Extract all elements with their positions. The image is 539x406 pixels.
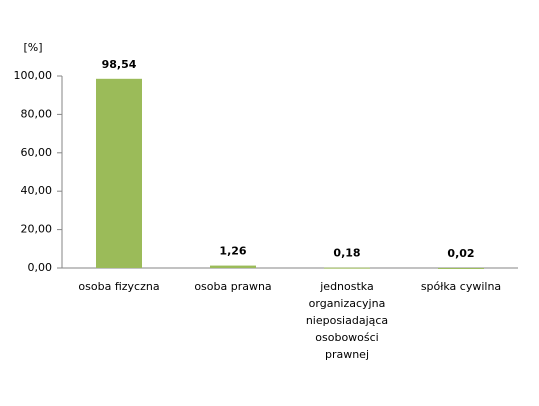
bar bbox=[210, 265, 256, 268]
x-tick-label: osoba prawna bbox=[194, 280, 272, 293]
x-tick-label: spółka cywilna bbox=[420, 280, 502, 293]
y-tick-label: 100,00 bbox=[14, 69, 53, 82]
x-tick-label: jednostka organizacyjna nieposiadająca o… bbox=[305, 280, 389, 361]
value-label: 0,18 bbox=[333, 247, 360, 260]
y-tick-label: 40,00 bbox=[21, 184, 53, 197]
bar bbox=[438, 267, 484, 269]
bar bbox=[324, 267, 370, 269]
y-axis-label: [%] bbox=[23, 41, 42, 54]
value-label: 0,02 bbox=[447, 247, 474, 260]
value-label: 1,26 bbox=[219, 245, 246, 258]
value-label: 98,54 bbox=[102, 58, 137, 71]
bar bbox=[96, 78, 142, 269]
y-tick-label: 60,00 bbox=[21, 146, 53, 159]
y-tick-label: 0,00 bbox=[28, 261, 53, 274]
x-tick-label: osoba fizyczna bbox=[78, 280, 160, 293]
y-tick-label: 80,00 bbox=[21, 107, 53, 120]
y-tick-label: 20,00 bbox=[21, 223, 53, 236]
